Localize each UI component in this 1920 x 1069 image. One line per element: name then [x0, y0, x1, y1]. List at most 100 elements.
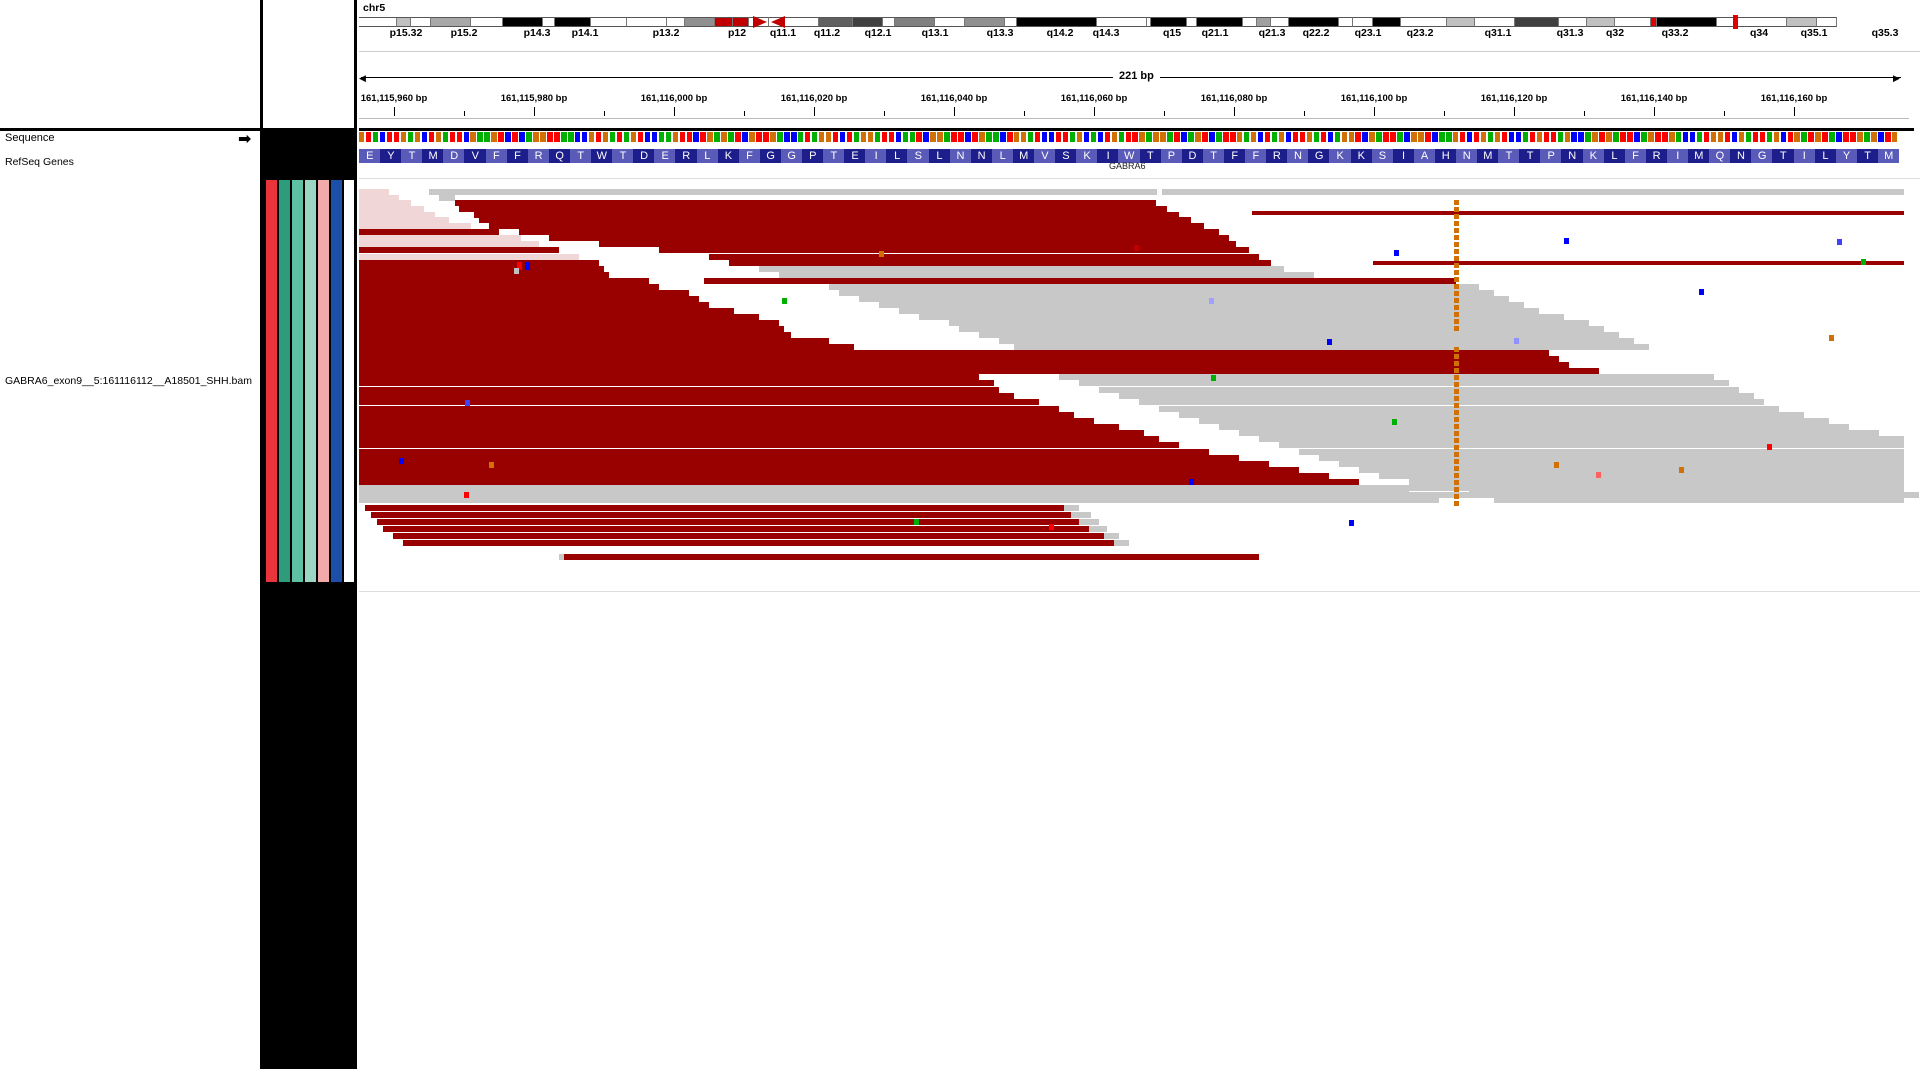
ideogram-band[interactable] — [965, 17, 1005, 27]
aligned-read[interactable] — [359, 467, 1299, 473]
aligned-read[interactable] — [359, 189, 389, 195]
aligned-read[interactable] — [359, 195, 399, 201]
aligned-read[interactable] — [359, 278, 649, 284]
aligned-read[interactable] — [1179, 412, 1804, 418]
aligned-read[interactable] — [1359, 467, 1904, 473]
ideogram-band[interactable] — [895, 17, 935, 27]
aligned-read[interactable] — [959, 326, 1604, 332]
aligned-read[interactable] — [359, 212, 435, 218]
ideogram-band[interactable] — [411, 17, 431, 27]
aligned-read[interactable] — [864, 362, 1569, 368]
aligned-read[interactable] — [459, 206, 1167, 212]
aligned-read[interactable] — [377, 519, 1079, 525]
aligned-read[interactable] — [359, 344, 854, 350]
aligned-read[interactable] — [1339, 461, 1904, 467]
aligned-read[interactable] — [359, 393, 1014, 399]
aligned-read[interactable] — [859, 296, 1509, 302]
aligned-read[interactable] — [844, 350, 1549, 356]
aligned-read[interactable] — [1139, 399, 1764, 405]
attribute-cell[interactable] — [331, 180, 342, 582]
aligned-read[interactable] — [359, 241, 539, 247]
aligned-read[interactable] — [359, 399, 1039, 405]
aligned-read[interactable] — [1319, 455, 1904, 461]
ideogram-band[interactable] — [1515, 17, 1559, 27]
aligned-read[interactable] — [599, 241, 1236, 247]
ideogram-band[interactable] — [1151, 17, 1187, 27]
ideogram-band[interactable] — [397, 17, 411, 27]
aligned-read[interactable] — [359, 223, 471, 229]
aligned-read[interactable] — [359, 473, 1329, 479]
ideogram-band[interactable] — [1651, 17, 1657, 27]
gene-label[interactable]: GABRA6 — [1109, 161, 1146, 171]
aligned-read[interactable] — [1409, 479, 1904, 485]
ideogram-band[interactable] — [1353, 17, 1373, 27]
sequence-track[interactable] — [359, 0, 1920, 145]
aligned-read[interactable] — [1059, 374, 1714, 380]
ideogram-band[interactable] — [471, 17, 503, 27]
aligned-read[interactable] — [403, 540, 1114, 546]
ideogram-band[interactable] — [1787, 17, 1817, 27]
aligned-read[interactable] — [359, 356, 884, 362]
attribute-cell[interactable] — [279, 180, 290, 582]
aligned-read[interactable] — [359, 260, 599, 266]
aligned-read[interactable] — [1079, 380, 1729, 386]
aligned-read[interactable] — [1159, 406, 1779, 412]
aligned-read[interactable] — [1219, 424, 1849, 430]
aligned-read[interactable] — [455, 200, 1156, 206]
aligned-read[interactable] — [359, 200, 411, 206]
aligned-read[interactable] — [1379, 473, 1904, 479]
aligned-read[interactable] — [359, 406, 1059, 412]
aligned-read[interactable] — [729, 260, 1271, 266]
ideogram-band[interactable] — [1559, 17, 1587, 27]
track-name-sequence[interactable]: Sequence — [5, 132, 55, 144]
aligned-read[interactable] — [359, 235, 521, 241]
ideogram-band[interactable] — [1197, 17, 1243, 27]
aligned-read[interactable] — [359, 266, 604, 272]
ideogram-band[interactable] — [591, 17, 627, 27]
ideogram-band[interactable] — [769, 17, 819, 27]
aligned-read[interactable] — [779, 272, 1314, 278]
aligned-read[interactable] — [359, 374, 979, 380]
ideogram-band[interactable] — [1289, 17, 1339, 27]
aligned-read[interactable] — [759, 266, 1284, 272]
aligned-read[interactable] — [371, 512, 1071, 518]
ideogram-band[interactable] — [1401, 17, 1447, 27]
aligned-read[interactable] — [359, 430, 1144, 436]
ideogram-band[interactable] — [685, 17, 715, 27]
aligned-read[interactable] — [359, 424, 1119, 430]
ideogram-band[interactable] — [935, 17, 965, 27]
aligned-read[interactable] — [1279, 442, 1904, 448]
aligned-read[interactable] — [949, 320, 1589, 326]
ideogram-band[interactable] — [1017, 17, 1097, 27]
aligned-read[interactable] — [359, 338, 829, 344]
attribute-cell[interactable] — [344, 180, 354, 582]
aligned-read[interactable] — [359, 362, 899, 368]
ideogram-band[interactable] — [555, 17, 591, 27]
current-locus-marker[interactable] — [1733, 15, 1738, 29]
aligned-read[interactable] — [479, 217, 1191, 223]
aligned-read[interactable] — [359, 314, 759, 320]
ideogram-band[interactable] — [1097, 17, 1147, 27]
aligned-read[interactable] — [359, 217, 449, 223]
aligned-read[interactable] — [1119, 393, 1754, 399]
ideogram-band[interactable] — [1373, 17, 1401, 27]
strand-arrow-icon[interactable]: ➡ — [238, 131, 252, 148]
ideogram-band[interactable] — [667, 17, 685, 27]
aligned-read[interactable] — [359, 485, 1389, 491]
aligned-read[interactable] — [549, 235, 1229, 241]
aligned-read[interactable] — [359, 320, 779, 326]
aligned-read[interactable] — [1199, 418, 1829, 424]
chromosome-name[interactable]: chr5 — [363, 2, 386, 14]
aligned-read[interactable] — [919, 314, 1564, 320]
ideogram-band[interactable] — [1717, 17, 1787, 27]
aligned-read[interactable] — [359, 272, 609, 278]
aligned-read[interactable] — [359, 436, 1159, 442]
aligned-read[interactable] — [359, 491, 1409, 497]
aligned-read[interactable] — [704, 278, 1456, 284]
aligned-read[interactable] — [1299, 449, 1904, 455]
track-name-bam[interactable]: GABRA6_exon9__5:161116112__A18501_SHH.ba… — [5, 375, 252, 387]
aligned-read[interactable] — [359, 350, 859, 356]
aligned-read[interactable] — [359, 368, 949, 374]
ideogram-band[interactable] — [1447, 17, 1475, 27]
aligned-read[interactable] — [359, 296, 699, 302]
